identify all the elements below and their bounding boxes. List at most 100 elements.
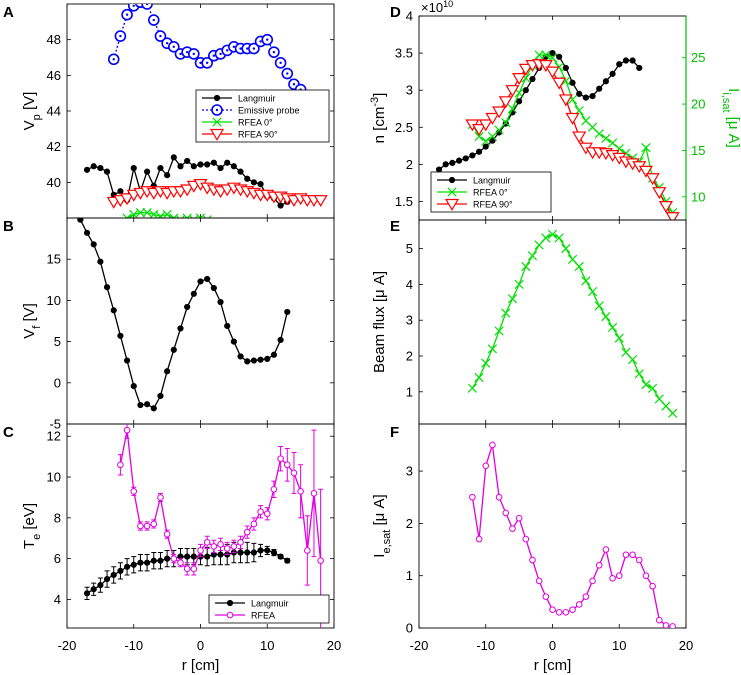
data-point [224, 159, 231, 166]
y-tick-label: 48 [47, 32, 61, 47]
data-point [177, 559, 184, 567]
panel-label: E [390, 218, 400, 235]
data-point [261, 33, 274, 46]
panel-label: D [390, 4, 401, 21]
data-point [615, 572, 623, 579]
data-point [549, 606, 556, 613]
y-tick-label: 1.5 [395, 194, 413, 209]
data-point [614, 333, 624, 343]
data-point [170, 346, 177, 353]
data-point [277, 553, 284, 560]
legend-marker [211, 104, 223, 116]
data-point [562, 64, 569, 72]
data-point [270, 485, 278, 493]
data-point [135, 208, 146, 218]
data-point [256, 232, 264, 240]
y-axis-label: n [cm-3] [369, 93, 388, 144]
series-line [471, 444, 673, 628]
data-point [157, 557, 164, 564]
data-point [498, 96, 513, 109]
y-tick-label: -5 [49, 417, 61, 432]
data-point [97, 258, 104, 265]
data-point [607, 322, 618, 332]
data-point [230, 543, 238, 550]
data-point [641, 380, 651, 390]
data-point [658, 200, 674, 213]
data-point [609, 70, 616, 77]
data-point [204, 553, 211, 560]
data-point [270, 549, 278, 556]
data-point [527, 251, 538, 261]
data-point [141, 4, 153, 10]
data-point [190, 290, 197, 297]
data-point [535, 577, 543, 585]
y-tick-label: 3 [406, 313, 413, 328]
data-point [636, 64, 643, 72]
panel-E: 1 2 3 4 5 Beam flux [μ A] E [371, 218, 687, 425]
data-point [150, 557, 157, 564]
legend-marker [226, 599, 234, 607]
legend: Langmuir RFEA 0° RFEA 90° [430, 171, 552, 213]
series-ie-sat [469, 441, 676, 628]
data-point [90, 241, 97, 248]
data-point [190, 553, 197, 560]
x-tick-label: 20 [327, 638, 341, 653]
x-axis-label: r [cm] [182, 657, 220, 674]
data-point [601, 312, 611, 322]
legend-entry: RFEA 0° [202, 117, 273, 128]
data-point [237, 353, 244, 360]
y-axis-label: Beam flux [μ A] [371, 271, 388, 373]
panel-C: -20 -10 0 10 20 4 6 8 10 12 Te [eV] r [cm] C Langmuir… [3, 423, 341, 674]
data-point [237, 168, 244, 175]
data-point [197, 278, 204, 285]
data-point [103, 168, 111, 175]
data-point [83, 590, 91, 597]
data-point [576, 90, 583, 97]
panel-label: A [3, 4, 14, 21]
data-point [668, 408, 678, 418]
data-point [516, 98, 523, 105]
data-point [290, 230, 298, 238]
x-tick-label: 0 [549, 638, 556, 653]
series-rfea-90- [465, 59, 680, 220]
data-point [602, 78, 610, 85]
data-point [83, 166, 91, 173]
legend: Langmuir Emissive probe RFEA 0° RFEA 90° [195, 89, 330, 143]
data-point [474, 131, 484, 142]
data-point [123, 426, 131, 434]
legend: Langmuir RFEA [208, 594, 330, 624]
y-multiplier: ×1010 [421, 0, 453, 15]
data-point [217, 164, 224, 172]
data-point [501, 308, 511, 318]
data-point [130, 382, 137, 390]
data-point [545, 66, 560, 79]
panel-B: -5 0 5 10 15 Vf [V] B [3, 217, 335, 432]
legend-entry: RFEA 90° [202, 128, 278, 141]
legend-entry: RFEA [215, 611, 275, 621]
data-point [244, 175, 251, 182]
legend-entry: Emissive probe [202, 104, 300, 116]
data-point [190, 565, 198, 573]
legend-marker [209, 128, 225, 141]
data-point [257, 356, 264, 363]
data-point [290, 469, 298, 477]
legend-marker [447, 187, 457, 197]
data-point [103, 284, 111, 291]
y-axis-label: Te [eV] [21, 503, 43, 549]
data-point [455, 157, 463, 164]
data-point [582, 593, 590, 600]
legend-label: RFEA 0° [238, 118, 273, 128]
data-point [230, 338, 237, 345]
x-tick-label: 0 [197, 638, 204, 653]
legend-label: RFEA 0° [473, 188, 508, 198]
plot-frame [418, 423, 687, 629]
data-point [154, 30, 167, 42]
data-point [107, 53, 120, 66]
data-point [123, 357, 131, 364]
y-tick-label: 2 [406, 349, 413, 364]
data-point [505, 85, 520, 98]
data-point [472, 124, 487, 137]
series-beam-flux [467, 229, 678, 418]
panel-label: B [3, 218, 14, 235]
